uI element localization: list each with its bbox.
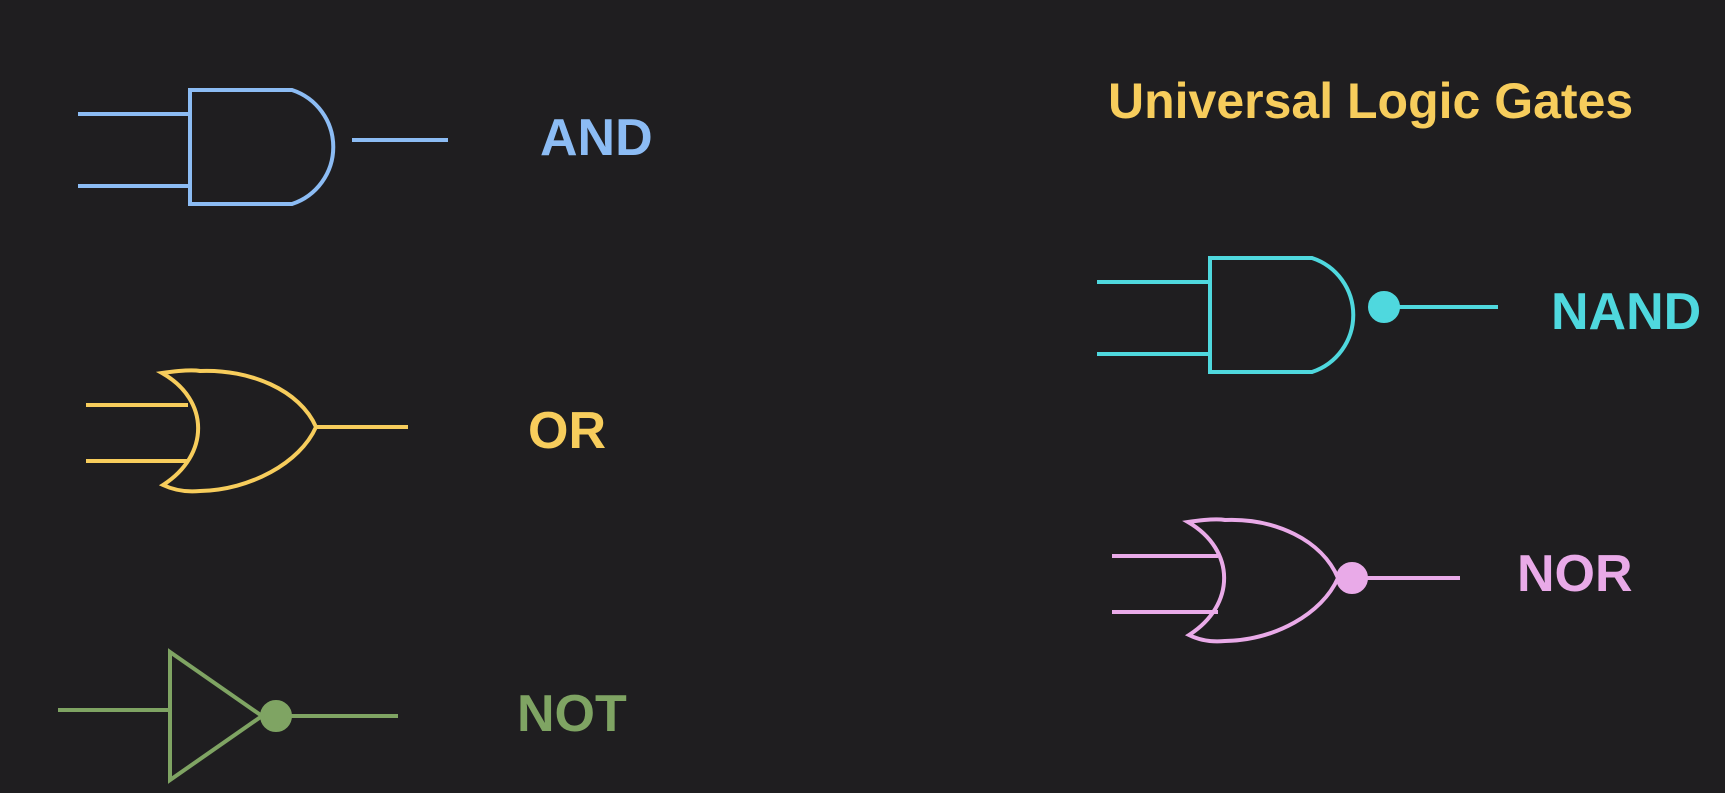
nor-gate-symbol (1112, 517, 1460, 644)
or-gate-label: OR (528, 402, 606, 460)
or-gate-body (155, 368, 319, 494)
nand-gate-label: NAND (1551, 283, 1702, 341)
nand-gate-symbol (1097, 256, 1498, 374)
nor-inversion-bubble (1336, 562, 1368, 594)
or-gate-symbol (86, 368, 408, 494)
nand-inversion-bubble (1368, 291, 1400, 323)
not-gate-body (168, 648, 266, 784)
nor-gate-body (1182, 517, 1341, 644)
nand-gate-body (1208, 256, 1356, 374)
nor-gate-label: NOR (1517, 545, 1633, 603)
not-inversion-bubble (260, 700, 292, 732)
and-gate-symbol (78, 88, 448, 206)
diagram-title: Universal Logic Gates (1108, 73, 1634, 129)
and-gate-body (188, 88, 336, 206)
and-gate-label: AND (540, 109, 653, 167)
not-gate-label: NOT (517, 685, 627, 743)
not-gate-symbol (58, 648, 398, 784)
